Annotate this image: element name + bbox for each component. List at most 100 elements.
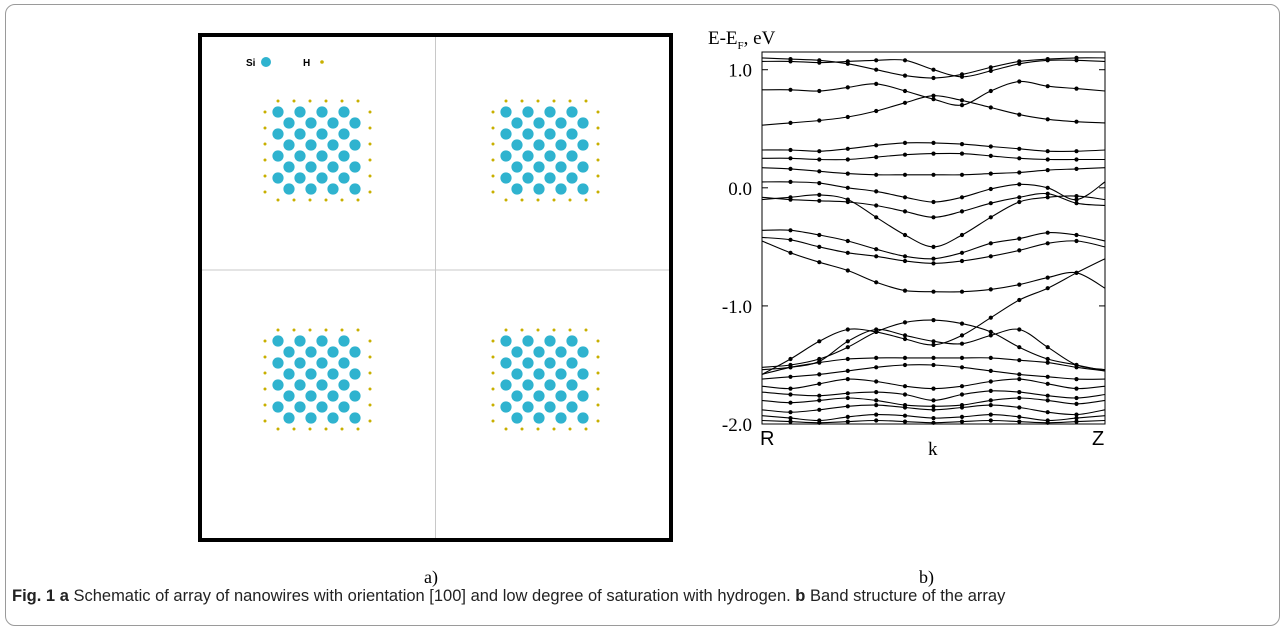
nanowire-array (263, 99, 600, 431)
band-point (931, 416, 936, 421)
si-atom (305, 139, 317, 151)
h-atom (292, 328, 296, 332)
band-point (788, 156, 793, 161)
si-atom (294, 401, 306, 413)
h-atom (276, 99, 280, 103)
h-atom (356, 427, 360, 431)
band-point (902, 336, 908, 342)
band-point (817, 169, 822, 174)
h-atom (596, 142, 600, 146)
h-atom (263, 174, 267, 178)
band-point (1045, 168, 1050, 173)
band-point (788, 386, 793, 391)
band-point (902, 232, 908, 238)
band-point (874, 365, 879, 370)
si-atom (349, 161, 361, 173)
si-atom (349, 117, 361, 129)
h-atom (596, 355, 600, 359)
band-point (988, 418, 993, 423)
si-atom (338, 128, 350, 140)
si-atom (294, 128, 306, 140)
si-atom (305, 161, 317, 173)
band-point (902, 195, 908, 200)
h-atom (368, 126, 372, 130)
h-atom (536, 328, 540, 332)
si-atom (327, 368, 339, 380)
band-point (788, 59, 793, 64)
si-atom (522, 401, 534, 413)
si-atom (305, 346, 317, 358)
y-axis-title: E-EF, eV (708, 28, 776, 52)
band-line-3 (761, 80, 1106, 106)
si-atom (511, 368, 523, 380)
h-atom (368, 174, 372, 178)
band-point (902, 384, 908, 389)
si-atom (555, 390, 567, 402)
band-point (959, 384, 965, 389)
band-point (788, 400, 793, 405)
band-point (959, 209, 965, 214)
h-atom (263, 190, 267, 194)
si-atom (522, 150, 534, 162)
band-point (1045, 345, 1050, 350)
si-atom (533, 183, 545, 195)
band-point (1017, 297, 1022, 303)
band-point (1074, 365, 1079, 370)
x-axis-title: k (928, 439, 938, 460)
h-atom (491, 110, 495, 114)
h-atom (568, 198, 572, 202)
band-point (845, 238, 850, 244)
h-atom (368, 403, 372, 407)
h-atom (504, 328, 508, 332)
si-atom (500, 106, 512, 118)
band-point (845, 377, 850, 382)
si-atom (294, 379, 306, 391)
band-point (874, 203, 879, 208)
band-point (902, 362, 908, 368)
band-point (931, 67, 936, 72)
caption-a-label: a (59, 587, 69, 605)
band-point (874, 254, 879, 259)
band-point (988, 379, 993, 384)
band-point (1017, 199, 1022, 205)
band-point (874, 189, 879, 194)
si-atom (349, 139, 361, 151)
band-point (931, 407, 936, 412)
panel-b: E-EF, eV 1.0 0.0 -1.0 -2.0 R Z k b) (708, 28, 1106, 588)
band-point (902, 152, 908, 157)
band-point (1045, 195, 1050, 200)
band-point (874, 379, 879, 384)
band-point (1017, 377, 1022, 382)
band-point (988, 412, 993, 417)
h-atom (324, 99, 328, 103)
band-point (931, 199, 936, 205)
si-atom (511, 346, 523, 358)
band-point (817, 360, 822, 365)
legend-h-label: H (303, 58, 310, 69)
si-atom (577, 412, 589, 424)
si-atom (522, 335, 534, 347)
si-atom (500, 357, 512, 369)
y-tick-label: -2.0 (722, 415, 752, 436)
h-atom (368, 190, 372, 194)
si-atom (272, 379, 284, 391)
si-atom (555, 412, 567, 424)
y-tick-label: 1.0 (728, 61, 752, 82)
band-point (959, 250, 965, 255)
band-point (931, 75, 936, 81)
si-atom (327, 139, 339, 151)
si-atom (533, 139, 545, 151)
h-atom (504, 427, 508, 431)
h-atom (596, 371, 600, 375)
band-point (1074, 201, 1079, 206)
band-point (959, 419, 965, 424)
band-point (931, 289, 936, 294)
si-atom (316, 357, 328, 369)
band-point (1074, 58, 1079, 63)
h-atom (356, 99, 360, 103)
band-point (959, 289, 965, 294)
si-atom (511, 183, 523, 195)
band-point (817, 339, 822, 344)
h-atom (263, 403, 267, 407)
band-point (1017, 195, 1022, 200)
